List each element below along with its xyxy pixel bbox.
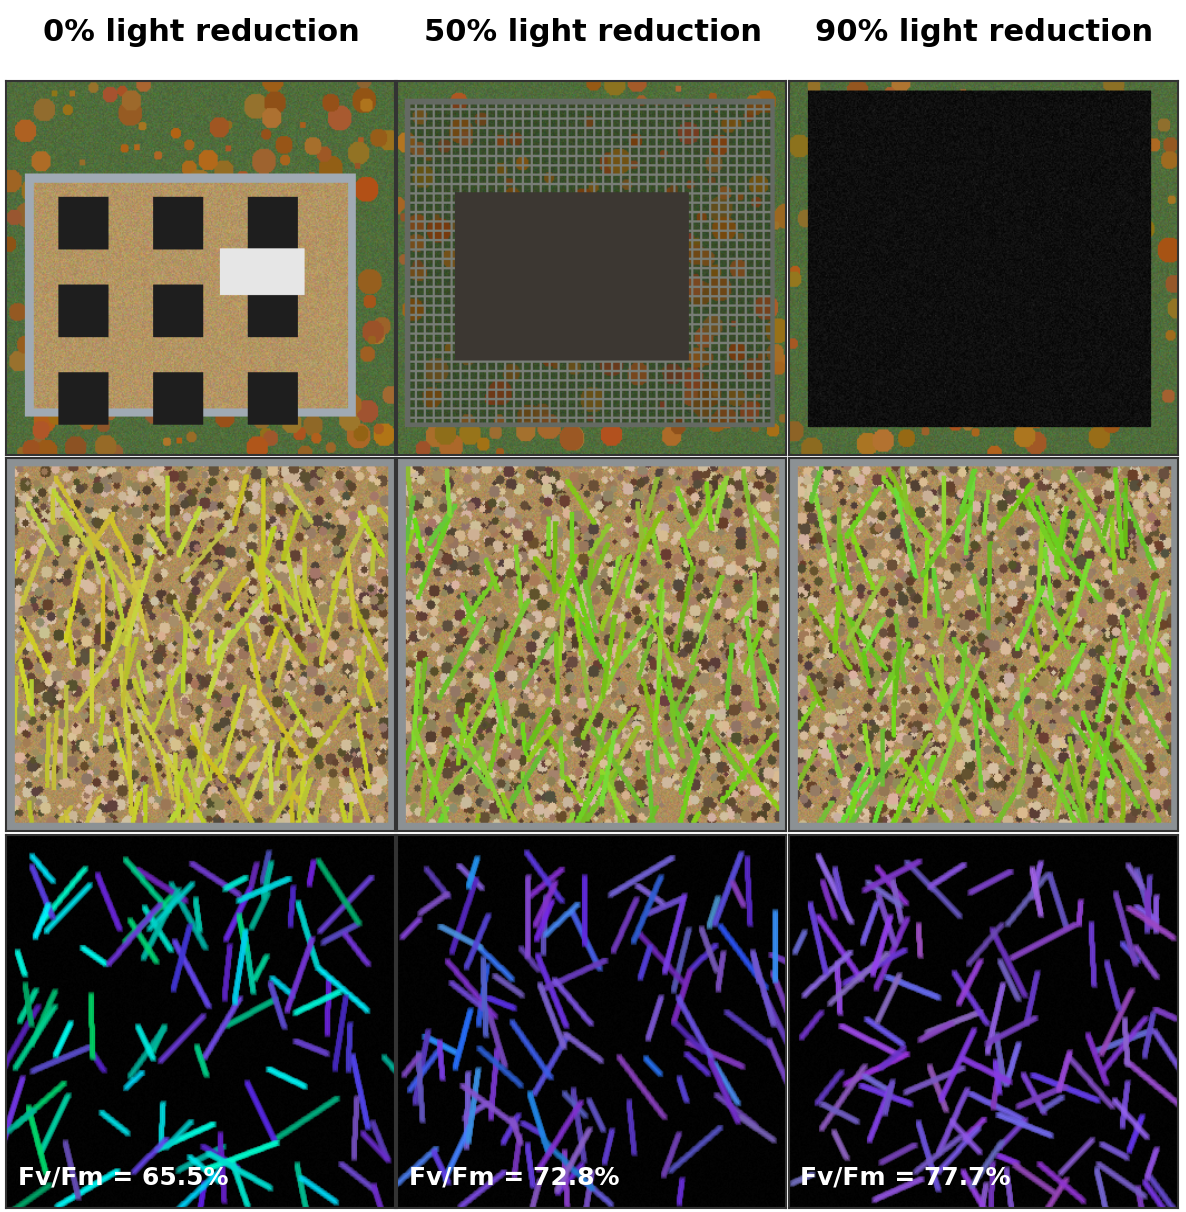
Text: 50% light reduction: 50% light reduction	[425, 18, 761, 47]
Text: Fv/Fm = 77.7%: Fv/Fm = 77.7%	[801, 1166, 1010, 1190]
Text: Fv/Fm = 65.5%: Fv/Fm = 65.5%	[18, 1166, 228, 1190]
Text: 90% light reduction: 90% light reduction	[815, 18, 1154, 47]
Text: Fv/Fm = 72.8%: Fv/Fm = 72.8%	[409, 1166, 619, 1190]
Text: 0% light reduction: 0% light reduction	[43, 18, 361, 47]
